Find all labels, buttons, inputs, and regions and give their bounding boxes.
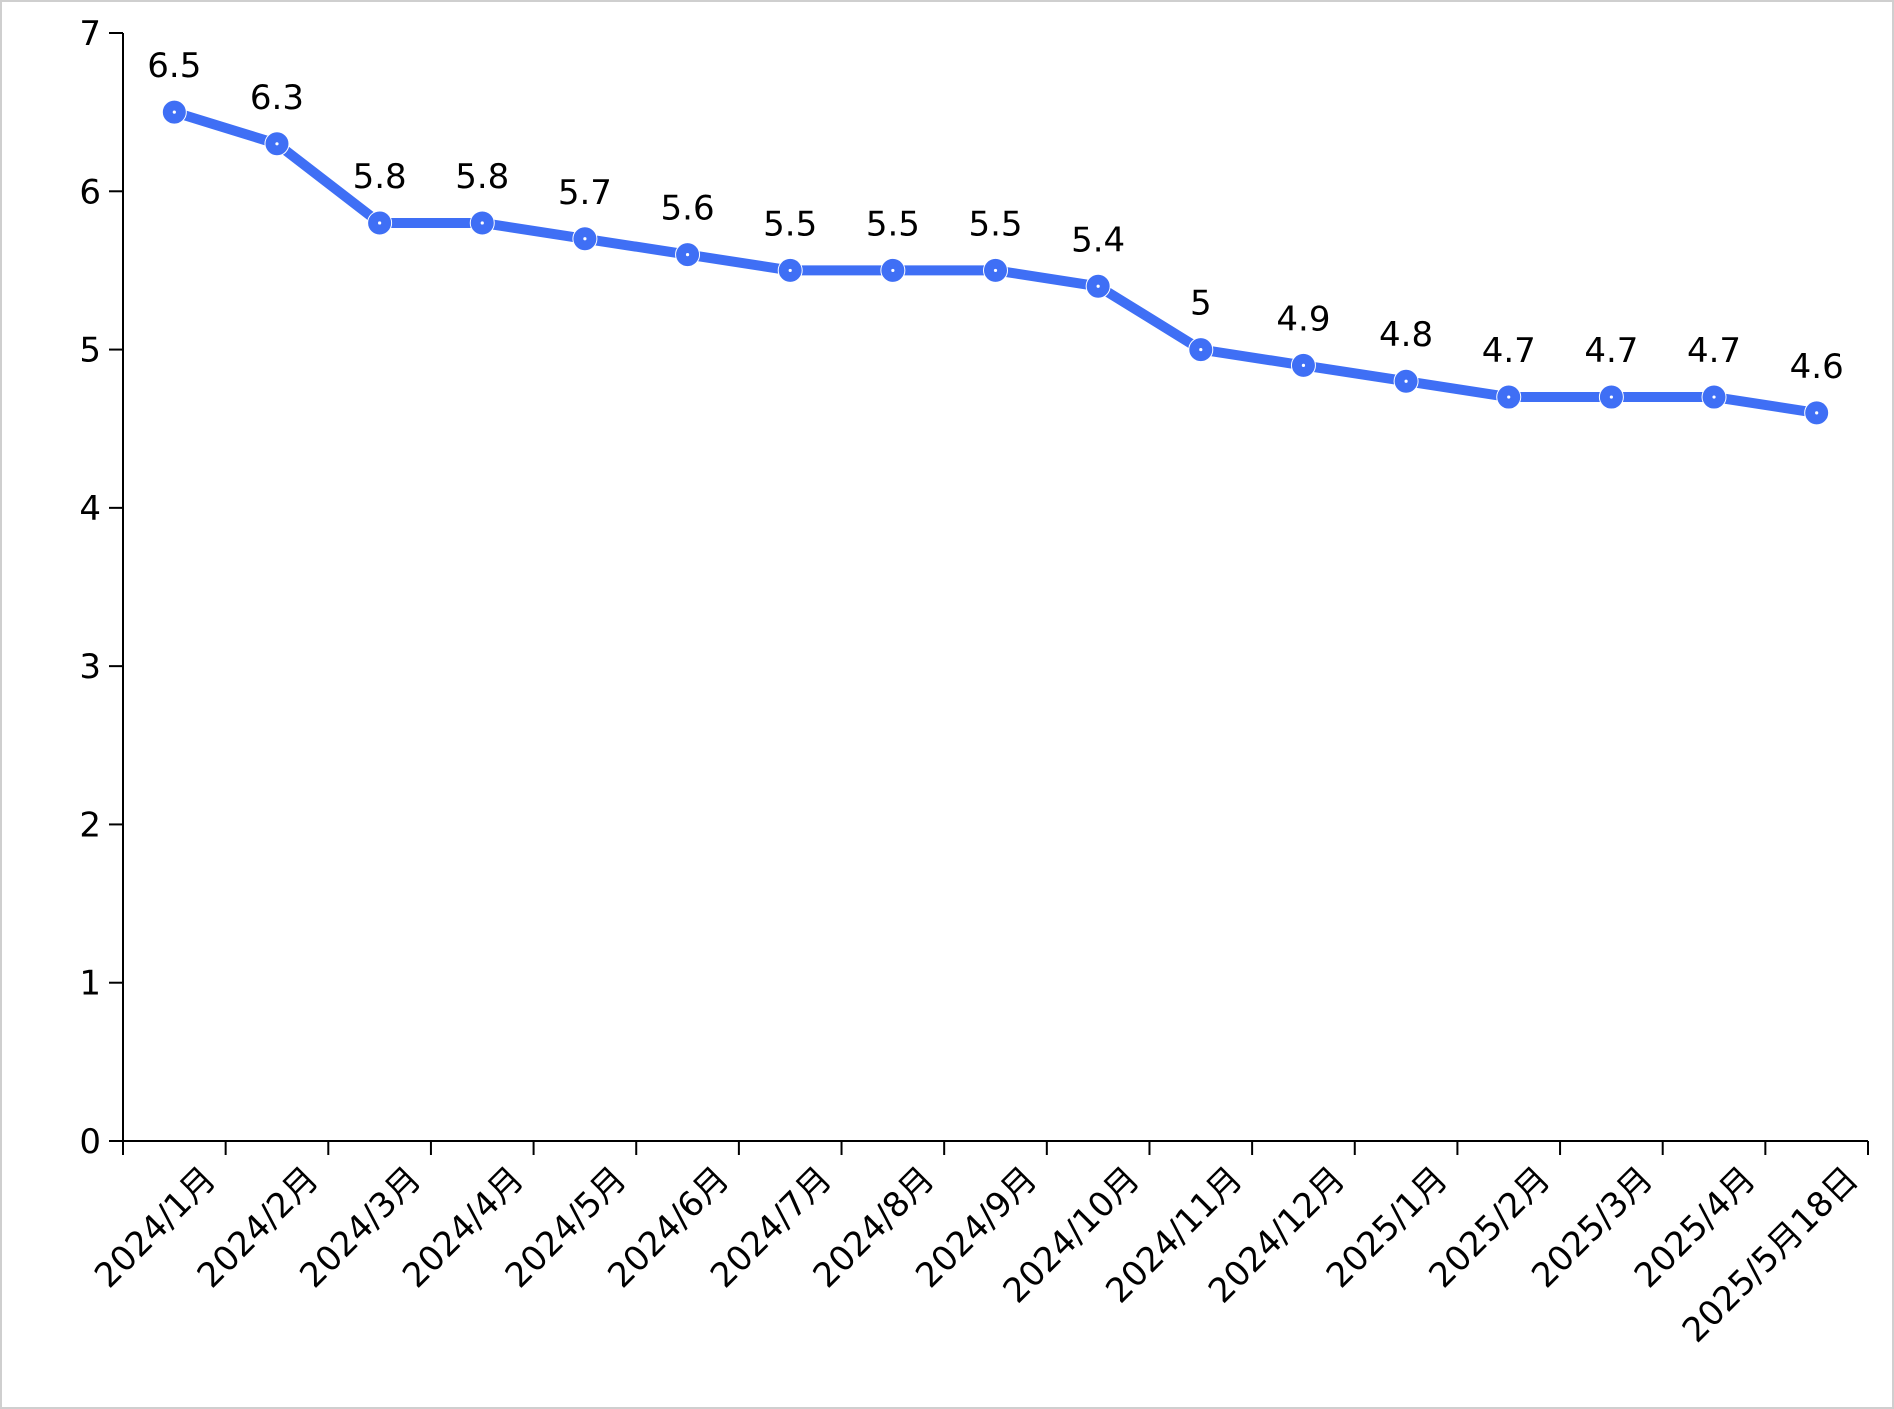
data-label: 5.8	[455, 157, 509, 197]
x-axis: 2024/1月2024/2月2024/3月2024/4月2024/5月2024/…	[87, 1140, 1869, 1351]
data-point-center	[275, 142, 279, 146]
data-point-center	[1199, 347, 1203, 352]
y-tick-label: 4	[79, 489, 101, 529]
data-point-center	[480, 221, 484, 225]
data-label: 6.5	[147, 46, 201, 86]
y-tick-label: 0	[79, 1122, 101, 1162]
data-point-center	[583, 237, 587, 241]
data-label: 4.7	[1687, 331, 1741, 371]
data-point-center	[1301, 363, 1306, 367]
data-point-center	[685, 253, 690, 257]
data-label: 6.3	[250, 78, 304, 118]
data-point-center	[172, 110, 176, 114]
data-point-center	[1507, 395, 1511, 399]
y-tick-label: 7	[79, 14, 101, 54]
data-label: 5	[1190, 284, 1212, 324]
y-tick-label: 1	[79, 964, 101, 1004]
y-tick-label: 2	[79, 805, 101, 845]
data-point-center	[378, 221, 382, 225]
data-point-center	[1712, 395, 1716, 399]
data-label: 5.7	[558, 173, 612, 213]
data-label: 5.5	[763, 204, 817, 244]
y-tick-label: 3	[79, 647, 101, 687]
data-point-center	[1096, 284, 1100, 288]
data-label: 4.6	[1790, 347, 1844, 387]
series-layer: 6.5 6.3 5.8 5.8 5.7 5.6 5.5 5.5 5.5 5.4 5 4.9 4.8 4.7…	[147, 46, 1844, 426]
data-label: 5.4	[1071, 220, 1125, 260]
y-axis: 0 1 2 3 4 5 6 7	[79, 14, 124, 1162]
data-point-center	[993, 268, 998, 273]
data-label: 5.6	[661, 189, 715, 229]
data-point-center	[788, 268, 792, 273]
data-point-center	[891, 268, 895, 273]
y-tick-label: 6	[79, 172, 101, 212]
data-label: 4.8	[1379, 315, 1433, 355]
data-label: 5.8	[353, 157, 407, 197]
data-point-center	[1609, 395, 1613, 399]
data-label: 5.5	[968, 204, 1022, 244]
data-label: 5.5	[866, 204, 920, 244]
data-label: 4.7	[1584, 331, 1638, 371]
data-label: 4.9	[1276, 299, 1330, 339]
data-point-center	[1815, 411, 1819, 415]
data-point-center	[1404, 379, 1408, 383]
x-tick-label: 2025/5月18日	[1675, 1159, 1867, 1351]
y-tick-label: 5	[79, 331, 101, 371]
data-label: 4.7	[1482, 331, 1536, 371]
